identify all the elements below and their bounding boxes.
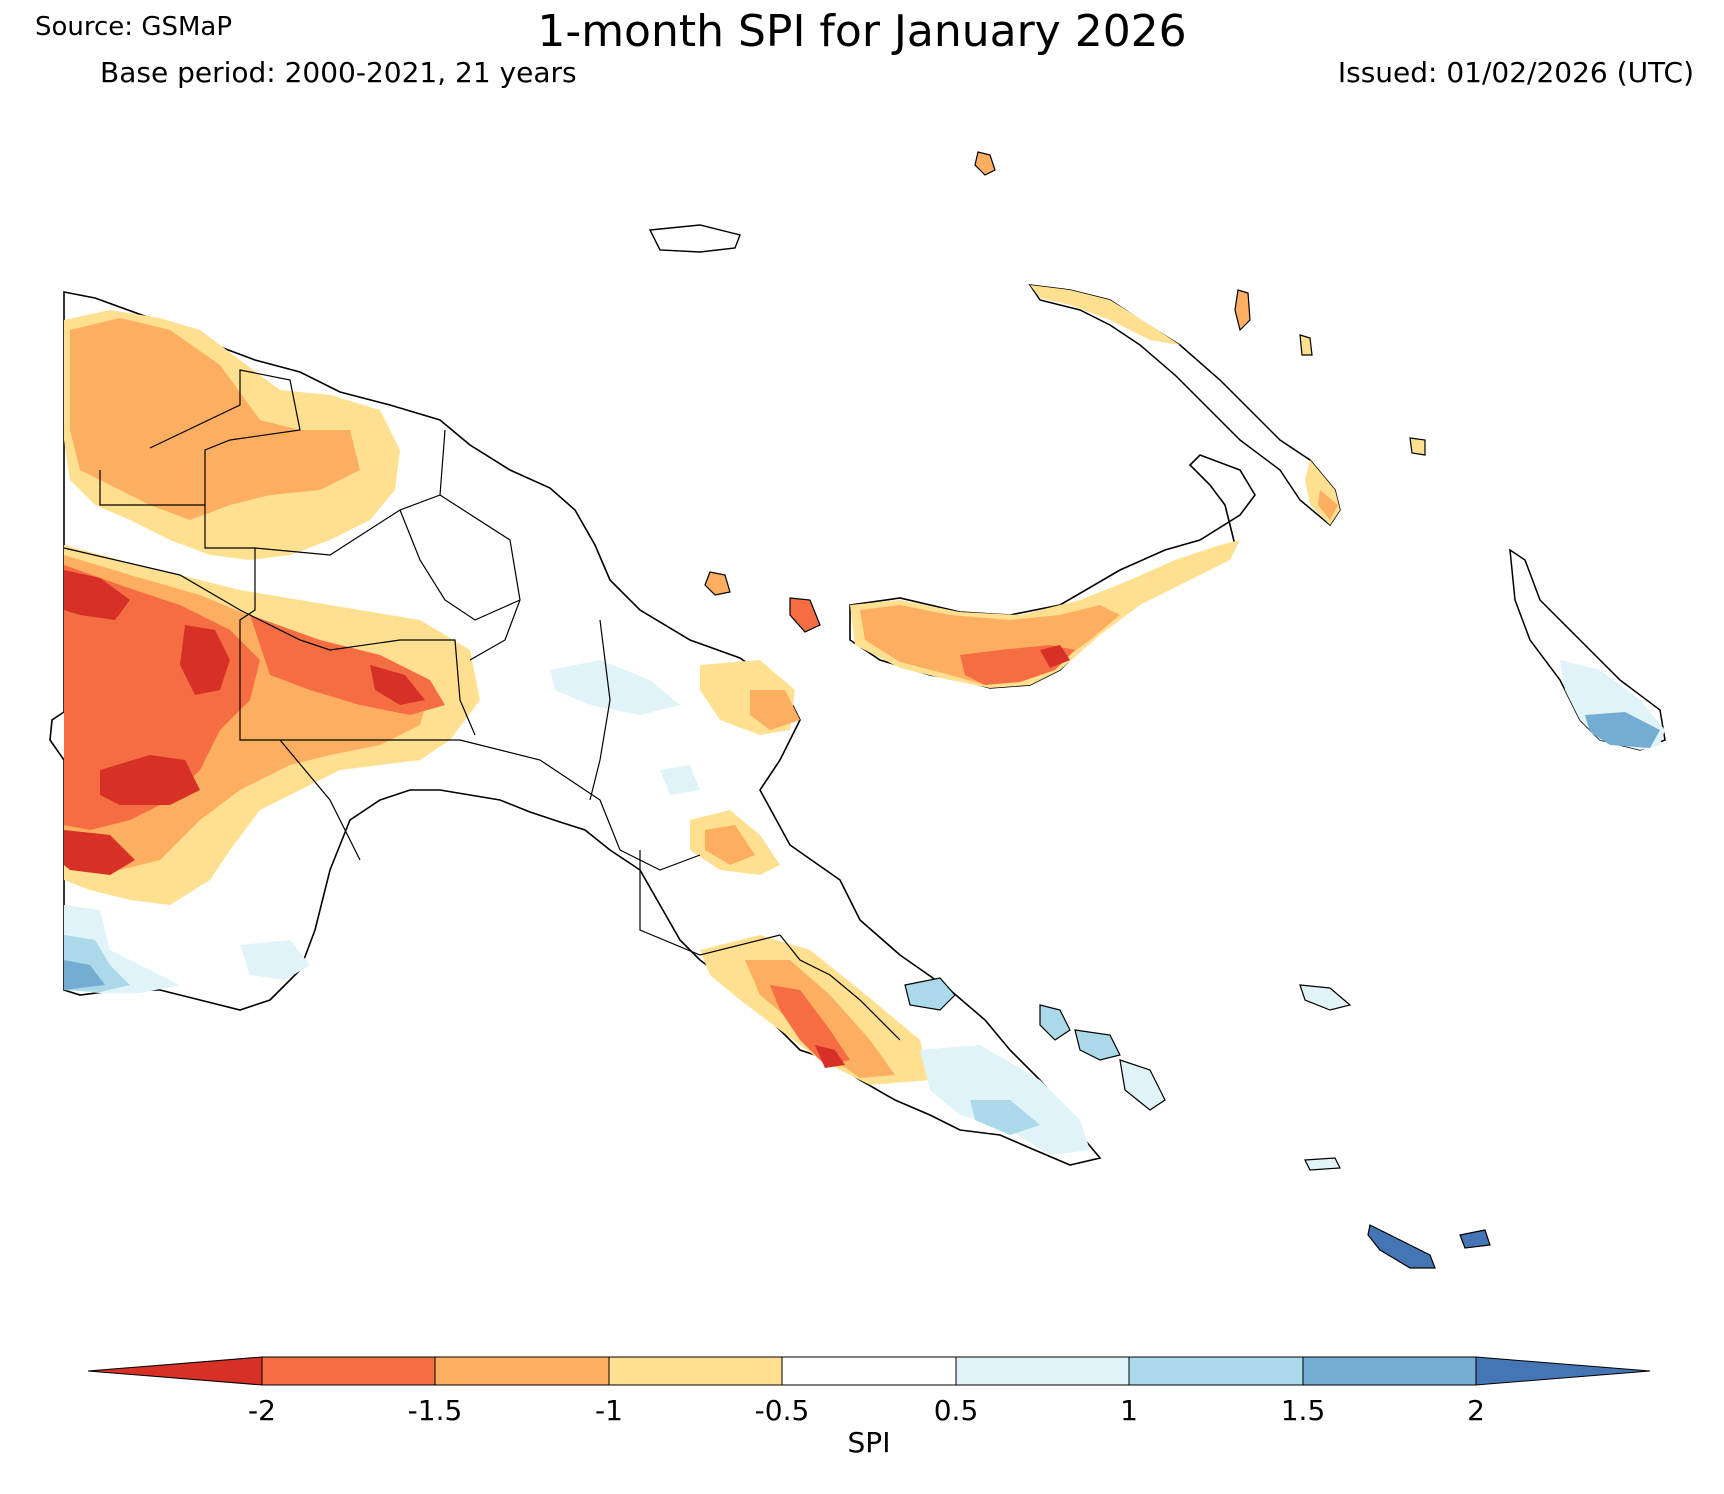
zone-moderate-north2 bbox=[140, 325, 200, 420]
colorbar-bin-7 bbox=[1128, 1356, 1304, 1386]
zone-severe-south-east bbox=[770, 985, 850, 1065]
new-ireland-land bbox=[1028, 284, 1341, 527]
zone-extreme-west4 bbox=[64, 830, 135, 875]
new-britain bbox=[849, 454, 1256, 689]
province-borders bbox=[63, 369, 901, 1041]
colorbar-bin-5 bbox=[781, 1356, 957, 1386]
manus-land bbox=[648, 224, 741, 253]
colorbar-bin-4 bbox=[608, 1356, 783, 1386]
island-north-1 bbox=[974, 151, 996, 176]
island-east-2 bbox=[1039, 1004, 1071, 1041]
island-north-3 bbox=[1299, 334, 1313, 356]
tick-label-7: 1.5 bbox=[1281, 1394, 1326, 1427]
island-north-6 bbox=[1409, 437, 1426, 456]
milne-bay-islands bbox=[904, 977, 1491, 1269]
bougainville-wet2 bbox=[1585, 712, 1660, 748]
zone-moderate-east-coast bbox=[705, 825, 755, 865]
zone-extreme-west3 bbox=[100, 755, 200, 805]
zone-extreme-west2 bbox=[180, 625, 230, 695]
zone-wet-east-tip2 bbox=[970, 1100, 1040, 1135]
tick-label-3: -1 bbox=[595, 1394, 623, 1427]
island-north-2 bbox=[1234, 289, 1251, 332]
zone-wet-highlands bbox=[550, 660, 680, 715]
tick-label-2: -1.5 bbox=[408, 1394, 463, 1427]
island-east-8 bbox=[1459, 1229, 1491, 1249]
island-east-5 bbox=[1299, 984, 1352, 1011]
tick-label-5: 0.5 bbox=[934, 1394, 979, 1427]
zone-extreme-south-east bbox=[815, 1045, 845, 1068]
zone-extreme-central bbox=[370, 665, 425, 705]
map-title: 1-month SPI for January 2026 bbox=[537, 6, 1187, 57]
island-east-4 bbox=[1119, 1059, 1166, 1111]
tick-label-8: 2 bbox=[1467, 1394, 1485, 1427]
zone-wet-highlands2 bbox=[660, 765, 700, 795]
island-north-5 bbox=[789, 597, 821, 633]
island-north-4 bbox=[704, 571, 731, 596]
manus-island bbox=[648, 224, 741, 253]
colorbar-bin-below-min bbox=[87, 1356, 263, 1386]
colorbar-title: SPI bbox=[848, 1426, 891, 1459]
colorbar-bin-3 bbox=[434, 1356, 610, 1386]
zone-wet-southwest3 bbox=[64, 960, 105, 990]
new-britain-extreme bbox=[1040, 645, 1070, 668]
colorbar-bin-above-max bbox=[1475, 1356, 1651, 1386]
new-ireland-dry1 bbox=[1030, 285, 1180, 345]
issued-date-label: Issued: 01/02/2026 (UTC) bbox=[1337, 56, 1694, 89]
bougainville bbox=[1509, 548, 1666, 751]
new-ireland bbox=[1028, 284, 1341, 527]
spi-map bbox=[49, 151, 1666, 1269]
tick-label-6: 1 bbox=[1120, 1394, 1138, 1427]
colorbar-bin-6 bbox=[955, 1356, 1130, 1386]
island-east-6 bbox=[1304, 1157, 1341, 1171]
source-label: Source: GSMaP bbox=[35, 12, 233, 42]
colorbar-bins bbox=[87, 1356, 1651, 1386]
base-period-label: Base period: 2000-2021, 21 years bbox=[100, 56, 577, 89]
colorbar-bin-2 bbox=[261, 1356, 436, 1386]
island-east-7 bbox=[1367, 1224, 1436, 1269]
tick-label-4: -0.5 bbox=[755, 1394, 810, 1427]
zone-wet-south bbox=[240, 940, 310, 980]
northern-islands bbox=[704, 151, 1426, 633]
colorbar-tick-labels: -2 -1.5 -1 -0.5 0.5 1 1.5 2 bbox=[248, 1394, 1485, 1427]
zone-moderate-madang bbox=[750, 690, 800, 730]
mainland bbox=[49, 291, 1102, 1166]
tick-label-1: -2 bbox=[248, 1394, 276, 1427]
zone-extreme-west1 bbox=[64, 570, 130, 620]
new-ireland-moderate bbox=[1318, 490, 1338, 520]
island-east-3 bbox=[1074, 1029, 1121, 1061]
island-east-1 bbox=[904, 977, 956, 1011]
colorbar-bin-8 bbox=[1302, 1356, 1477, 1386]
